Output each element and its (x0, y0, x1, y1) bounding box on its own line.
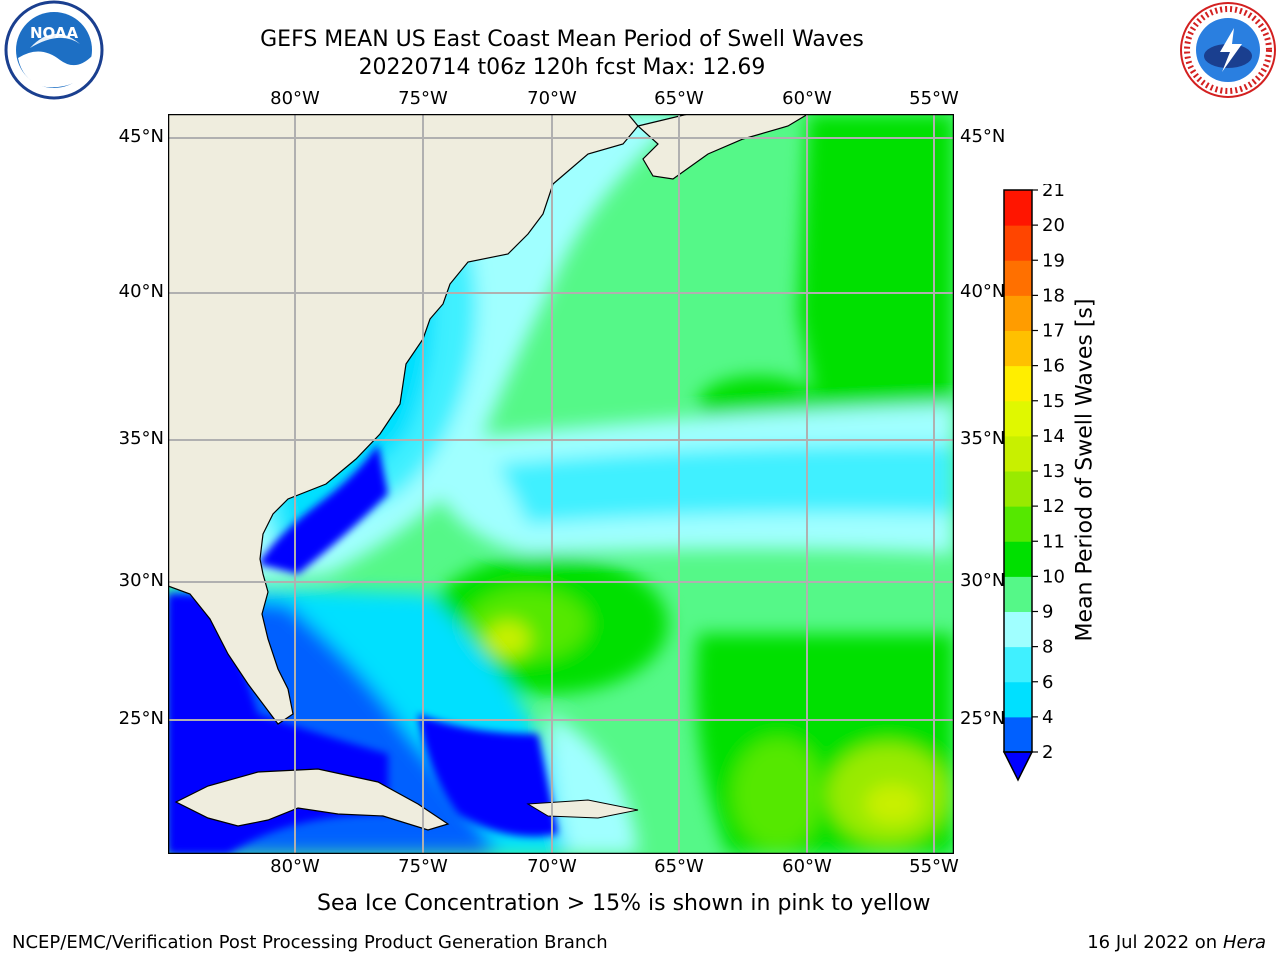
cuba-land (174, 768, 450, 831)
noaa-logo: NOAA (4, 0, 104, 100)
lon-label-bottom: 55°W (909, 856, 959, 877)
lon-label-top: 75°W (398, 88, 448, 109)
lat-label-left: 40°N (118, 281, 164, 302)
colorbar-segment (1004, 260, 1032, 296)
colorbar-segment (1004, 506, 1032, 542)
footer-left: NCEP/EMC/Verification Post Processing Pr… (12, 932, 608, 953)
colorbar-tick-label: 18 (1042, 285, 1065, 306)
colorbar-tick-label: 15 (1042, 391, 1065, 412)
colorbar-tick-label: 17 (1042, 321, 1065, 342)
colorbar-tick-label: 16 (1042, 356, 1065, 377)
lat-label-right: 45°N (960, 126, 1006, 147)
lat-label-left: 25°N (118, 708, 164, 729)
colorbar-segment (1004, 471, 1032, 507)
colorbar-segment (1004, 541, 1032, 577)
colorbar-tick-label: 4 (1042, 707, 1053, 728)
lat-label-left: 30°N (118, 570, 164, 591)
lon-label-top: 55°W (909, 88, 959, 109)
nws-logo (1180, 2, 1276, 98)
colorbar-tick-label: 19 (1042, 250, 1065, 271)
lat-label-right: 35°N (960, 428, 1006, 449)
colorbar-tick-label: 6 (1042, 672, 1053, 693)
lat-label-right: 25°N (960, 708, 1006, 729)
lon-label-top: 80°W (270, 88, 320, 109)
lon-label-bottom: 65°W (654, 856, 704, 877)
colorbar-tick-label: 12 (1042, 496, 1065, 517)
colorbar-segment (1004, 295, 1032, 331)
colorbar-segment (1004, 435, 1032, 472)
colorbar-tick-label: 2 (1042, 742, 1053, 763)
colorbar-tick-label: 21 (1042, 184, 1065, 201)
noaa-logo-text: NOAA (30, 24, 79, 42)
colorbar-segment (1004, 225, 1032, 261)
colorbar-segment (1004, 330, 1032, 367)
lon-label-bottom: 80°W (270, 856, 320, 877)
lon-label-bottom: 60°W (782, 856, 832, 877)
lon-label-bottom: 70°W (527, 856, 577, 877)
colorbar-segment (1004, 400, 1032, 437)
colorbar-extend-arrow (1002, 751, 1034, 782)
map-frame (168, 114, 954, 854)
footer-date: 16 Jul 2022 on (1087, 932, 1223, 953)
colorbar-tick-label: 20 (1042, 215, 1065, 236)
lat-label-right: 40°N (960, 281, 1006, 302)
north-america-land (168, 114, 639, 725)
graticule (168, 114, 954, 854)
lon-label-top: 70°W (527, 88, 577, 109)
colorbar-segment (1004, 681, 1032, 718)
map-panel (168, 114, 954, 854)
colorbar-tick-label: 10 (1042, 566, 1065, 587)
lon-label-top: 65°W (654, 88, 704, 109)
colorbar-segment (1004, 716, 1032, 753)
colorbar-tick-label: 8 (1042, 637, 1053, 658)
colorbar-segment (1004, 190, 1032, 226)
map-subtitle: 20220714 t06z 120h fcst Max: 12.69 (358, 55, 766, 80)
lon-label-bottom: 75°W (398, 856, 448, 877)
colorbar-tick-label: 13 (1042, 461, 1065, 482)
footer-right: 16 Jul 2022 on Hera (1087, 932, 1266, 953)
lon-label-top: 60°W (782, 88, 832, 109)
colorbar: 2 4 6 8 9 10 11 12 13 14 15 16 17 18 19 20 21 (1002, 184, 1065, 782)
colorbar-tick-label: 11 (1042, 531, 1065, 552)
colorbar-segment (1004, 646, 1032, 683)
lat-label-left: 35°N (118, 428, 164, 449)
colorbar-tick-label: 9 (1042, 602, 1053, 623)
colorbar-segment (1004, 611, 1032, 648)
colorbar-segment (1004, 365, 1032, 402)
colorbar-tick-label: 14 (1042, 426, 1065, 447)
sea-ice-caption: Sea Ice Concentration > 15% is shown in … (317, 891, 931, 916)
footer-machine: Hera (1222, 932, 1266, 953)
colorbar-segment (1004, 576, 1032, 612)
colorbar-label: Mean Period of Swell Waves [s] (1072, 298, 1098, 642)
lat-label-right: 30°N (960, 570, 1006, 591)
hispaniola-land (526, 799, 639, 819)
colorbar-label-anchor: Mean Period of Swell Waves [s] (1073, 299, 1125, 642)
nova-scotia-land (636, 114, 810, 180)
map-title: GEFS MEAN US East Coast Mean Period of S… (260, 27, 864, 52)
lat-label-left: 45°N (118, 126, 164, 147)
